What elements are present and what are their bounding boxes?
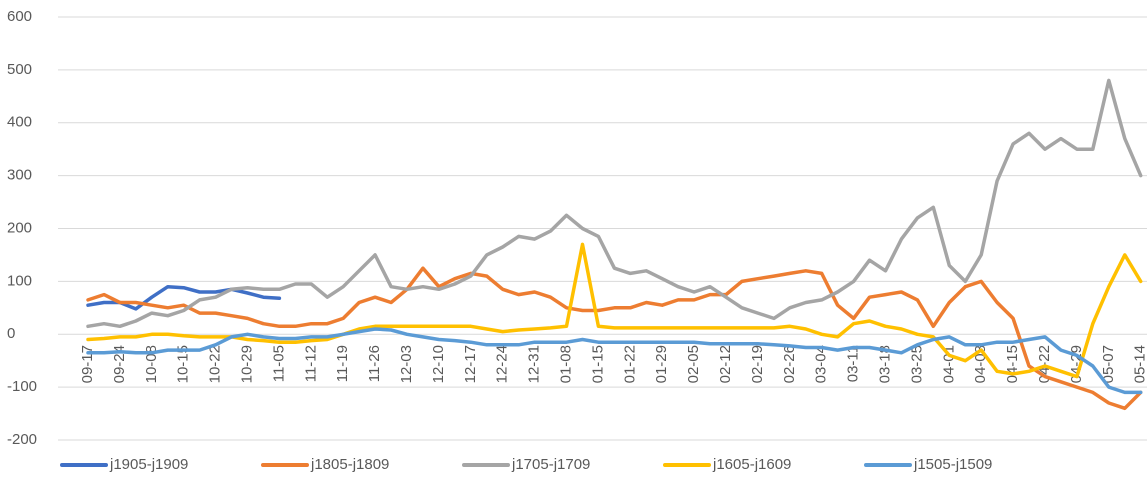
series-line [86, 266, 1143, 411]
x-tick-label: 09-24 [111, 345, 128, 383]
x-tick-label: 02-19 [749, 345, 766, 383]
legend-label: j1605-j1609 [712, 456, 791, 473]
x-tick-label: 01-08 [557, 345, 574, 383]
x-tick-label: 10-08 [143, 345, 160, 383]
y-tick-label: 500 [7, 61, 32, 78]
x-tick-label: 12-17 [462, 345, 479, 383]
series-line [86, 78, 1143, 329]
x-tick-label: 11-19 [334, 345, 351, 382]
y-tick-label: 600 [7, 8, 32, 25]
x-tick-label: 09-17 [79, 345, 96, 383]
x-tick-label: 05-07 [1100, 345, 1117, 383]
legend-label: j1505-j1509 [913, 456, 992, 473]
x-tick-label: 10-29 [238, 345, 255, 383]
legend-label: j1705-j1709 [511, 456, 590, 473]
x-tick-label: 03-18 [876, 345, 893, 383]
x-tick-label: 12-24 [494, 345, 511, 383]
y-tick-label: -200 [7, 431, 37, 448]
x-tick-label: 01-22 [621, 345, 638, 383]
x-tick-label: 03-04 [813, 345, 830, 383]
x-tick-label: 04-01 [940, 345, 957, 383]
y-tick-label: 100 [7, 272, 32, 289]
x-tick-label: 05-14 [1132, 345, 1147, 383]
x-tick-label: 03-25 [908, 345, 925, 383]
x-tick-label: 12-31 [526, 345, 543, 383]
x-tick-label: 11-05 [270, 345, 287, 382]
x-tick-label: 12-03 [398, 345, 415, 383]
x-tick-label: 11-26 [366, 345, 383, 382]
legend-label: j1905-j1909 [109, 456, 188, 473]
y-tick-label: 300 [7, 167, 32, 184]
y-tick-label: 200 [7, 219, 32, 236]
x-tick-label: 02-05 [685, 345, 702, 383]
x-tick-label: 10-22 [207, 345, 224, 383]
y-tick-label: 400 [7, 114, 32, 131]
x-tick-label: 01-29 [653, 345, 670, 383]
x-tick-label: 12-10 [430, 345, 447, 383]
legend-label: j1805-j1809 [310, 456, 389, 473]
x-tick-label: 11-12 [302, 345, 319, 382]
x-tick-label: 03-11 [845, 345, 862, 382]
series-line [86, 242, 1143, 379]
y-tick-label: -100 [7, 378, 37, 395]
series-line [86, 327, 1143, 395]
y-tick-label: 0 [7, 325, 15, 342]
x-tick-label: 10-15 [175, 345, 192, 383]
x-tick-label: 02-12 [717, 345, 734, 383]
x-tick-label: 04-15 [1004, 345, 1021, 383]
x-tick-label: 02-26 [781, 345, 798, 383]
x-tick-label: 01-15 [589, 345, 606, 383]
